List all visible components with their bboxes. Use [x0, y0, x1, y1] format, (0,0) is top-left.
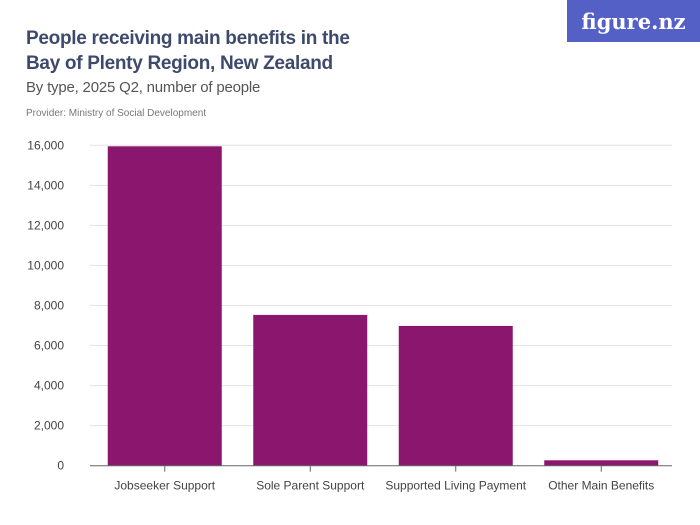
y-tick-label: 12,000	[27, 218, 64, 232]
bar	[253, 314, 368, 466]
y-tick-label: 2,000	[34, 419, 64, 433]
y-tick-label: 16,000	[27, 138, 64, 152]
y-tick-label: 8,000	[34, 299, 64, 313]
chart-title: People receiving main benefits in the Ba…	[26, 28, 350, 74]
bar	[544, 460, 659, 466]
y-tick-label: 6,000	[34, 339, 64, 353]
x-tick-label: Other Main Benefits	[548, 479, 654, 493]
figure-nz-logo[interactable]: figure.nz	[567, 0, 700, 42]
provider: Provider: Ministry of Social Development	[26, 108, 207, 119]
chart-subtitle: By type, 2025 Q2, number of people	[26, 79, 261, 96]
bar	[107, 146, 222, 466]
y-tick-label: 0	[57, 459, 64, 473]
x-tick-label: Jobseeker Support	[114, 479, 215, 493]
bar	[398, 325, 513, 466]
y-tick-label: 10,000	[27, 258, 64, 272]
x-tick-label: Supported Living Payment	[385, 479, 526, 493]
x-tick-label: Sole Parent Support	[256, 479, 365, 493]
y-tick-label: 14,000	[27, 178, 64, 192]
y-tick-label: 4,000	[34, 379, 64, 393]
